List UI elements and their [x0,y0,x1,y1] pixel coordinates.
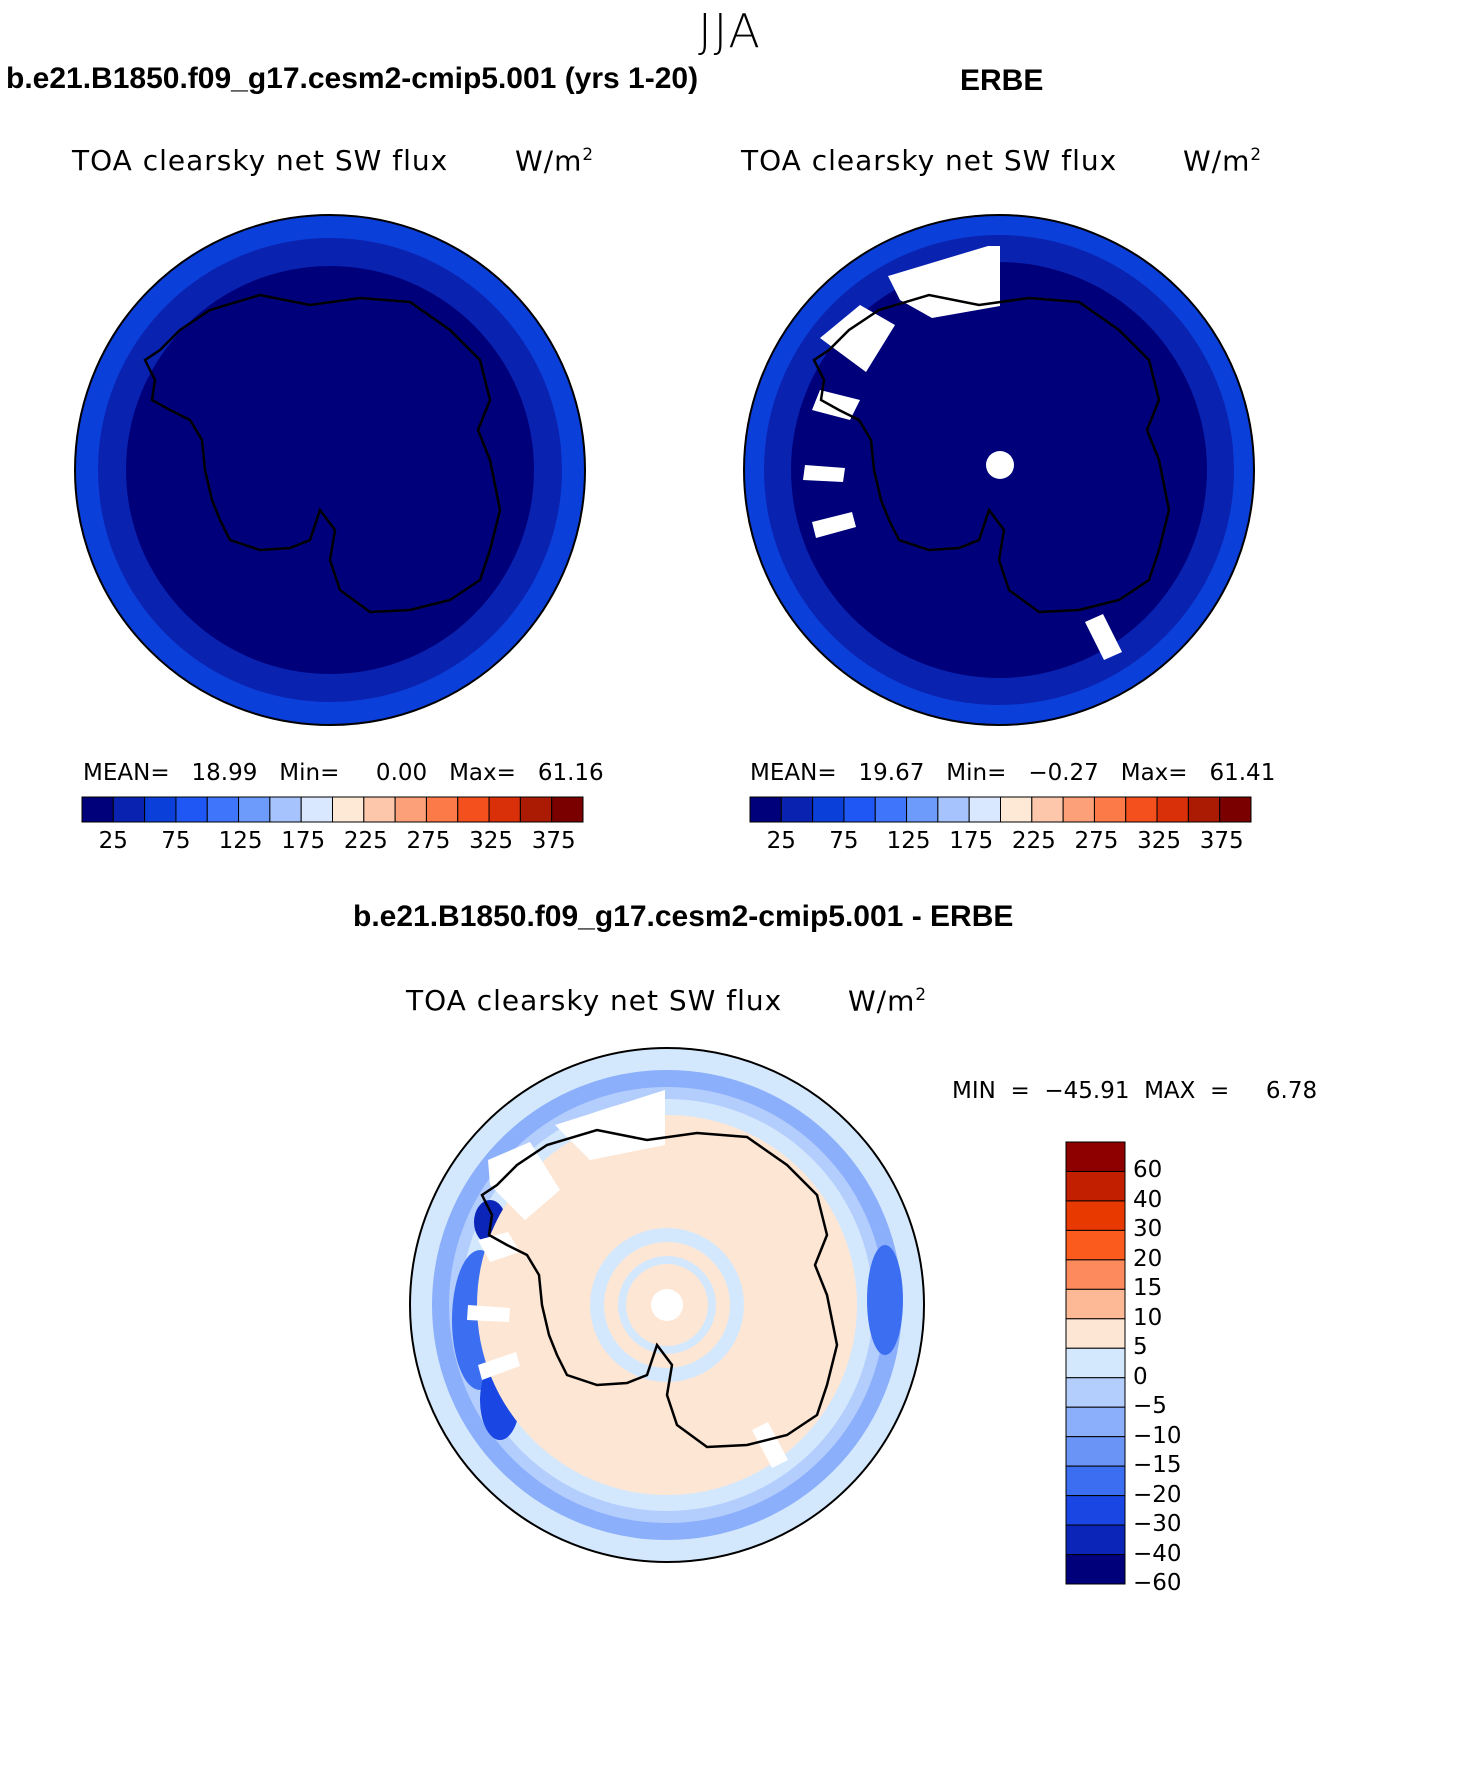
colorbar-swatch [1065,1200,1126,1231]
colorbar-swatch [812,796,845,823]
colorbar-tick-label: 75 [161,828,191,854]
panel2-colorbar [749,796,1252,823]
panel1-title: b.e21.B1850.f09_g17.cesm2-cmip5.001 (yrs… [6,62,699,95]
colorbar-swatch [238,796,271,823]
colorbar-tick-label: 10 [1133,1304,1163,1331]
colorbar-tick-label: −10 [1133,1422,1182,1449]
panel1-field-label: TOA clearsky net SW flux [72,144,449,177]
colorbar-tick-label: −60 [1133,1570,1182,1596]
colorbar-swatch [1062,796,1095,823]
colorbar-swatch [112,796,146,823]
colorbar-swatch [1065,1288,1126,1320]
colorbar-swatch [1065,1229,1126,1261]
colorbar-swatch [1065,1318,1126,1349]
colorbar-tick-label: 175 [281,828,326,854]
colorbar-tick-label: 125 [886,828,931,854]
figure-season-title: JJA [698,4,762,58]
colorbar-tick-label: 275 [1074,828,1119,854]
colorbar-swatch [1065,1436,1126,1467]
panel1-colorbar [81,796,584,823]
colorbar-swatch [1065,1495,1126,1526]
colorbar-tick-label: 325 [469,828,513,854]
panel3-units: W/m2 [848,984,928,1018]
colorbar-swatch [937,796,970,823]
colorbar-swatch [519,796,553,823]
panel1-map [74,214,586,726]
diff-colorbar [1065,1141,1126,1585]
colorbar-swatch [749,796,782,823]
colorbar-tick-label: 225 [343,828,388,854]
panel3-minmax: MIN = −45.91 MAX = 6.78 [952,1078,1318,1104]
colorbar-swatch [1065,1170,1126,1202]
colorbar-swatch [300,796,333,823]
colorbar-swatch [488,796,521,823]
colorbar-tick-label: 375 [1199,828,1244,854]
colorbar-swatch [144,796,177,823]
colorbar-swatch [1065,1377,1126,1408]
colorbar-swatch [425,796,459,823]
colorbar-swatch [780,796,814,823]
colorbar-swatch [363,796,396,823]
colorbar-tick-label: 275 [406,828,451,854]
colorbar-swatch [457,796,490,823]
colorbar-tick-label: −30 [1133,1511,1182,1538]
colorbar-tick-label: −5 [1133,1393,1167,1420]
colorbar-swatch [1125,796,1158,823]
colorbar-swatch [1065,1465,1126,1497]
colorbar-swatch [1156,796,1189,823]
colorbar-tick-label: 30 [1133,1216,1163,1243]
colorbar-swatch [1065,1554,1126,1585]
colorbar-swatch [1065,1406,1126,1438]
colorbar-swatch [1031,796,1064,823]
colorbar-swatch [206,796,240,823]
colorbar-tick-label: 20 [1133,1245,1163,1272]
colorbar-swatch [1065,1347,1126,1379]
colorbar-swatch [874,796,908,823]
panel2-map [743,214,1255,726]
panel1-stats: MEAN= 18.99 Min= 0.00 Max= 61.16 [83,760,604,786]
colorbar-tick-label: −15 [1133,1452,1182,1479]
colorbar-tick-label: 225 [1011,828,1056,854]
colorbar-swatch [843,796,876,823]
colorbar-tick-label: 5 [1133,1334,1148,1361]
panel2-units: W/m2 [1183,144,1263,178]
colorbar-swatch [1187,796,1221,823]
colorbar-swatch [1065,1141,1126,1172]
colorbar-swatch [1000,796,1033,823]
colorbar-swatch [968,796,1001,823]
panel2-stats: MEAN= 19.67 Min= −0.27 Max= 61.41 [750,760,1276,786]
colorbar-tick-label: 0 [1133,1363,1148,1390]
colorbar-swatch [175,796,208,823]
colorbar-swatch [1065,1259,1126,1290]
colorbar-swatch [551,796,584,823]
colorbar-tick-label: 60 [1133,1157,1163,1184]
colorbar-tick-label: −20 [1133,1481,1182,1508]
colorbar-tick-label: 75 [829,828,859,854]
colorbar-tick-label: 40 [1133,1186,1163,1213]
colorbar-swatch [1093,796,1127,823]
panel3-field-label: TOA clearsky net SW flux [406,984,783,1017]
panel3-map [409,1047,925,1563]
colorbar-swatch [81,796,114,823]
panel2-title: ERBE [960,64,1044,97]
panel1-units: W/m2 [515,144,595,178]
panel2-field-label: TOA clearsky net SW flux [741,144,1118,177]
colorbar-swatch [1219,796,1252,823]
colorbar-swatch [269,796,302,823]
colorbar-tick-label: 25 [98,828,128,854]
colorbar-tick-label: 375 [531,828,576,854]
colorbar-swatch [394,796,427,823]
colorbar-swatch [1065,1524,1126,1556]
colorbar-tick-label: 325 [1137,828,1181,854]
colorbar-swatch [332,796,365,823]
diff-title: b.e21.B1850.f09_g17.cesm2-cmip5.001 - ER… [353,900,1014,933]
colorbar-tick-label: 15 [1133,1275,1163,1302]
colorbar-tick-label: 175 [949,828,994,854]
colorbar-swatch [906,796,939,823]
colorbar-tick-label: 125 [218,828,263,854]
colorbar-tick-label: 25 [766,828,796,854]
colorbar-tick-label: −40 [1133,1540,1182,1567]
